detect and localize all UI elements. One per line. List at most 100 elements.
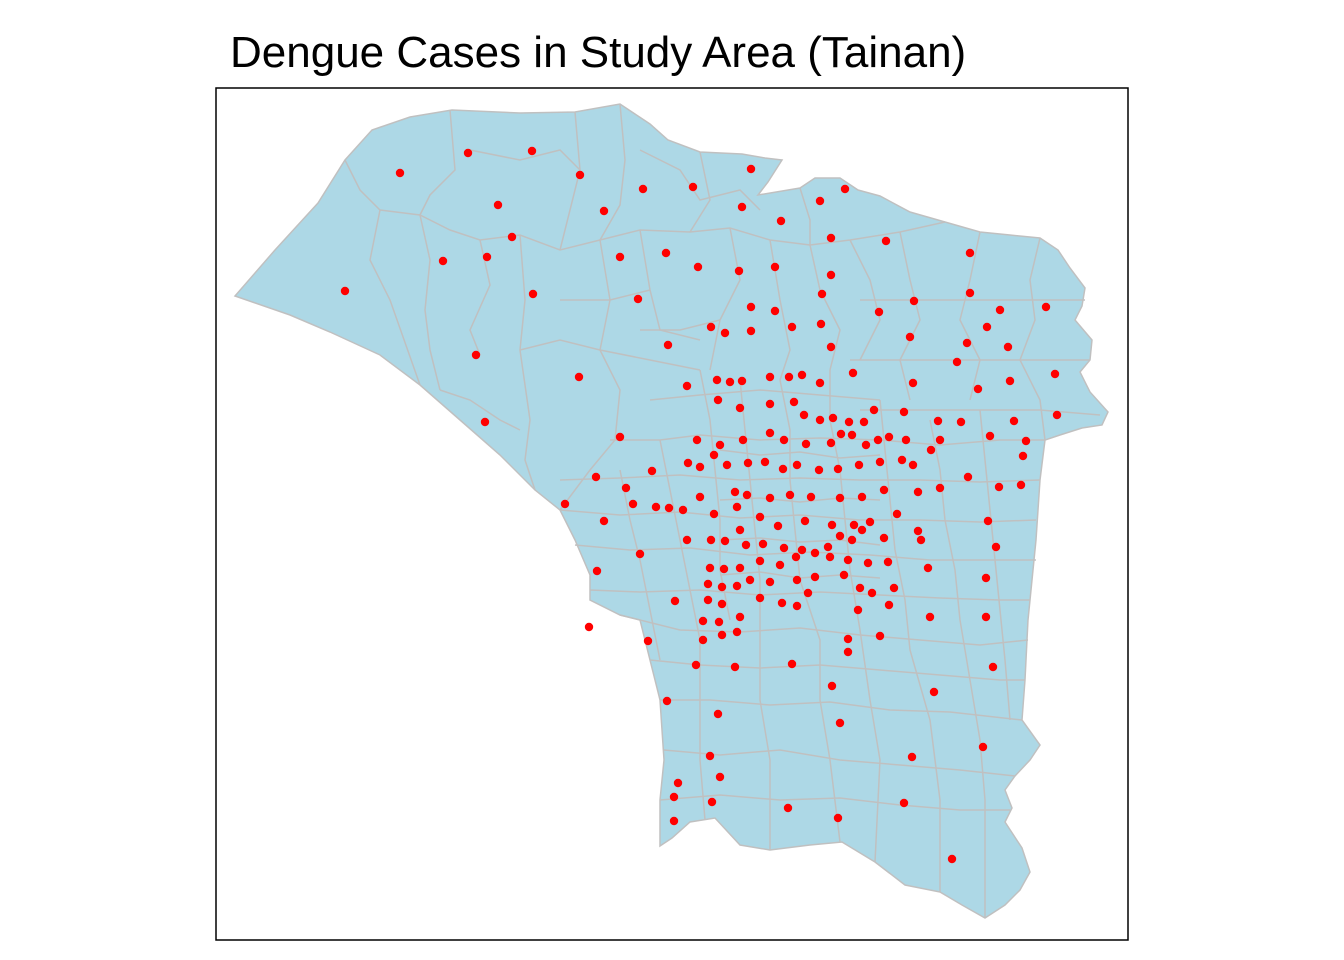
case-point: [770, 262, 780, 272]
case-point: [635, 549, 645, 559]
case-point: [826, 342, 836, 352]
case-point: [1009, 416, 1019, 426]
case-point: [926, 445, 936, 455]
case-point: [705, 751, 715, 761]
case-point: [707, 797, 717, 807]
case-point: [991, 542, 1001, 552]
case-point: [714, 617, 724, 627]
case-point: [575, 170, 585, 180]
case-point: [947, 854, 957, 864]
case-point: [507, 232, 517, 242]
case-point: [835, 718, 845, 728]
case-point: [1018, 451, 1028, 461]
case-point: [1041, 302, 1051, 312]
case-point: [730, 487, 740, 497]
case-point: [695, 462, 705, 472]
case-point: [770, 306, 780, 316]
case-point: [843, 647, 853, 657]
case-point: [592, 566, 602, 576]
case-point: [847, 535, 857, 545]
case-point: [867, 588, 877, 598]
case-point: [591, 472, 601, 482]
case-point: [1021, 436, 1031, 446]
case-point: [810, 572, 820, 582]
case-point: [836, 429, 846, 439]
case-point: [883, 557, 893, 567]
case-point: [869, 405, 879, 415]
case-point: [715, 440, 725, 450]
case-point: [789, 397, 799, 407]
case-point: [884, 432, 894, 442]
case-point: [827, 520, 837, 530]
case-point: [909, 296, 919, 306]
case-point: [875, 457, 885, 467]
case-point: [879, 485, 889, 495]
case-point: [908, 378, 918, 388]
case-point: [873, 435, 883, 445]
case-point: [935, 483, 945, 493]
case-point: [720, 328, 730, 338]
case-point: [698, 635, 708, 645]
case-point: [985, 431, 995, 441]
case-point: [709, 509, 719, 519]
case-point: [493, 200, 503, 210]
case-point: [615, 252, 625, 262]
case-point: [843, 555, 853, 565]
case-point: [913, 526, 923, 536]
case-point: [722, 460, 732, 470]
case-point: [848, 368, 858, 378]
case-point: [732, 502, 742, 512]
case-point: [560, 499, 570, 509]
map-title: Dengue Cases in Study Area (Tainan): [230, 28, 967, 77]
case-point: [758, 539, 768, 549]
case-point: [777, 598, 787, 608]
case-point: [901, 435, 911, 445]
case-point: [715, 772, 725, 782]
case-point: [765, 428, 775, 438]
case-point: [817, 289, 827, 299]
case-point: [787, 659, 797, 669]
case-point: [698, 616, 708, 626]
case-point: [1016, 480, 1026, 490]
case-point: [963, 472, 973, 482]
case-point: [340, 286, 350, 296]
case-point: [865, 517, 875, 527]
case-point: [734, 266, 744, 276]
case-point: [725, 377, 735, 387]
case-point: [745, 575, 755, 585]
case-point: [835, 531, 845, 541]
case-point: [719, 564, 729, 574]
case-point: [584, 622, 594, 632]
case-point: [693, 262, 703, 272]
case-point: [884, 600, 894, 610]
case-point: [787, 322, 797, 332]
case-point: [935, 435, 945, 445]
case-point: [797, 545, 807, 555]
case-point: [717, 630, 727, 640]
case-point: [651, 502, 661, 512]
case-point: [995, 305, 1005, 315]
case-point: [678, 505, 688, 515]
case-point: [978, 742, 988, 752]
case-point: [825, 552, 835, 562]
case-point: [692, 435, 702, 445]
case-point: [735, 563, 745, 573]
case-point: [746, 164, 756, 174]
case-point: [703, 579, 713, 589]
case-point: [907, 752, 917, 762]
case-point: [875, 631, 885, 641]
case-point: [735, 612, 745, 622]
case-point: [741, 540, 751, 550]
case-point: [933, 416, 943, 426]
case-point: [792, 460, 802, 470]
case-point: [599, 516, 609, 526]
case-point: [765, 399, 775, 409]
case-point: [765, 493, 775, 503]
case-point: [615, 432, 625, 442]
case-point: [806, 492, 816, 502]
case-point: [892, 509, 902, 519]
case-point: [791, 552, 801, 562]
case-point: [803, 588, 813, 598]
case-point: [826, 270, 836, 280]
